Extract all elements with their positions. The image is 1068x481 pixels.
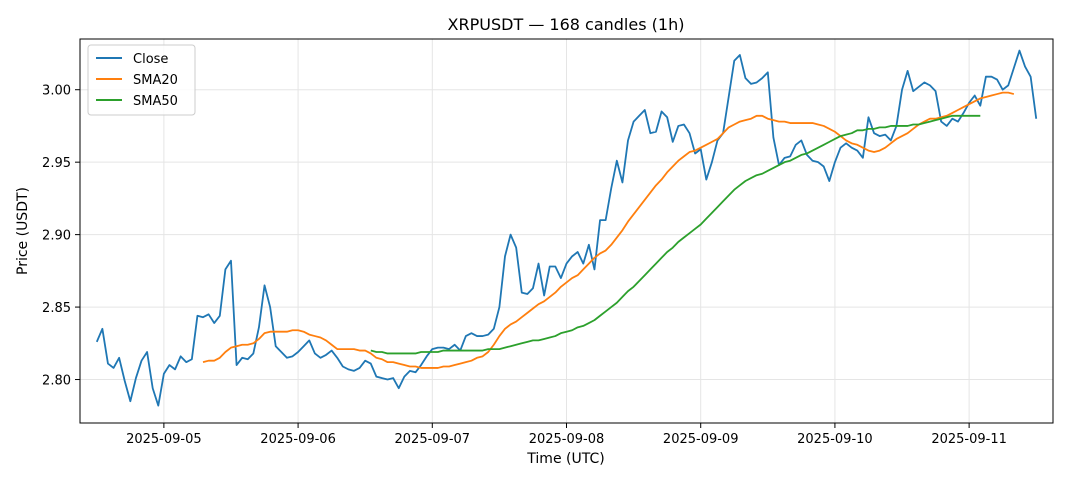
y-ticks-layer: 2.80 2.85 2.90 2.95 3.00 [42,84,80,389]
y-tick-label: 2.95 [42,156,71,171]
x-tick-label: 2025-09-06 [260,432,336,447]
grid-layer [80,39,1053,423]
x-tick-label: 2025-09-10 [797,432,873,447]
series-line-sma50 [370,114,981,355]
legend-label: Close [133,52,168,67]
x-tick-label: 2025-09-08 [529,432,605,447]
y-tick-label: 2.90 [42,229,71,244]
legend-box [87,44,196,116]
x-tick-label: 2025-09-09 [663,432,739,447]
x-tick-label: 2025-09-07 [395,432,471,447]
y-tick-label: 2.80 [42,374,71,389]
series-line-close [95,49,1038,407]
x-tick-label: 2025-09-05 [126,432,202,447]
y-axis-label: Price (USDT) [15,187,31,275]
y-tick-label: 2.85 [42,301,71,316]
x-axis-label: Time (UTC) [526,451,604,467]
chart-title: XRPUSDT — 168 candles (1h) [448,15,685,34]
series-layer [95,49,1038,407]
series-line-sma20 [202,91,1015,369]
legend-label: SMA20 [133,73,178,88]
x-tick-label: 2025-09-11 [931,432,1007,447]
x-ticks-layer: 2025-09-05 2025-09-06 2025-09-07 2025-09-08… [126,423,1007,447]
legend: Close SMA20 SMA50 [87,44,196,116]
y-tick-label: 3.00 [42,84,71,99]
legend-label: SMA50 [133,94,178,109]
